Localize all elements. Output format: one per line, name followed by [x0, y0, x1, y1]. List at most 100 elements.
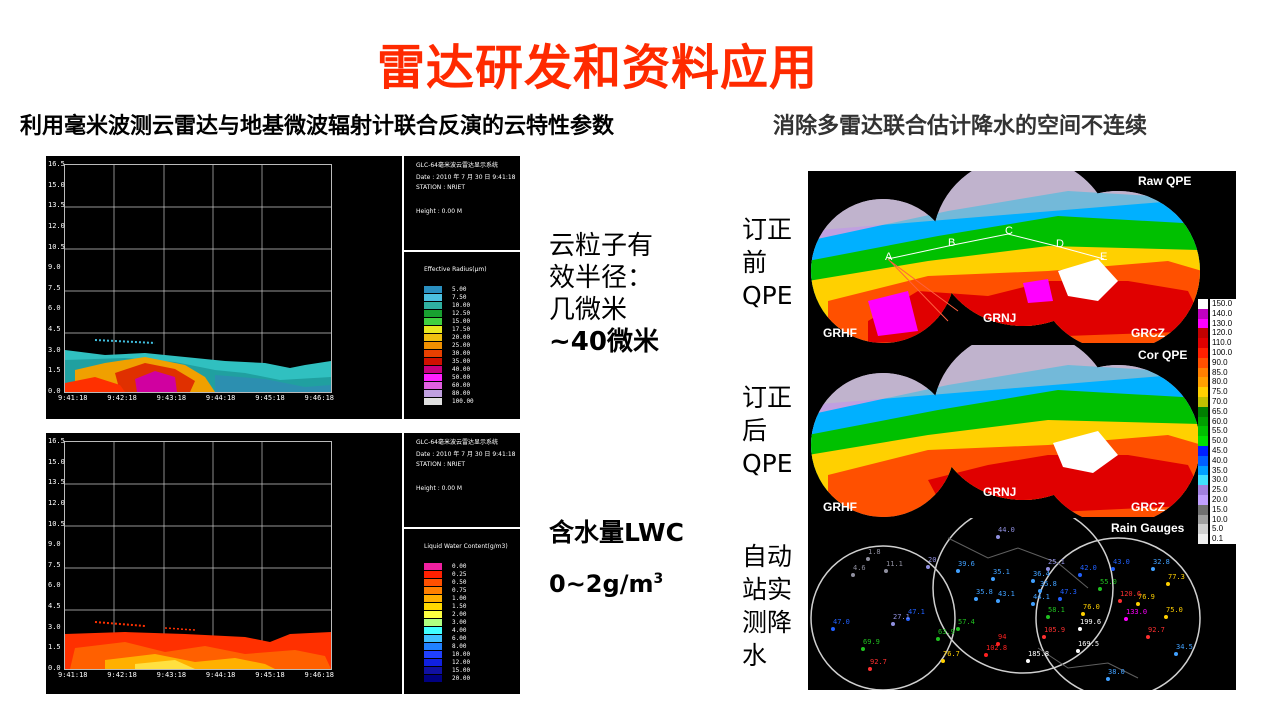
legend-title: Effective Radius(μm): [424, 266, 487, 273]
gauge-value: 42.0: [1080, 564, 1097, 572]
gauge-dot: [868, 667, 872, 671]
gauge-dot: [936, 637, 940, 641]
legend-swatch: [424, 627, 442, 634]
radar-info-panel: GLC-64毫米波云雷达显示系统 Date : 2010 年 7 月 30 日 …: [402, 156, 522, 419]
scale-value: 20.0: [1210, 495, 1236, 505]
legend-value: 30.00: [452, 350, 471, 357]
gauge-value: 38.0: [1108, 668, 1125, 676]
y-tick-label: 13.5: [48, 201, 65, 210]
gauge-dot: [884, 569, 888, 573]
label-line: 自动: [742, 542, 793, 571]
gauge-value: 44.0: [998, 526, 1015, 534]
lwc-range-value: 0~2g/m: [549, 570, 654, 598]
y-tick-label: 9.0: [48, 540, 61, 549]
gauge-dot: [1174, 652, 1178, 656]
legend-swatch: [424, 563, 442, 570]
radar-site-label: GRHF: [823, 500, 857, 514]
legend-swatch: [424, 318, 442, 325]
gauge-dot: [851, 573, 855, 577]
scale-value: 70.0: [1210, 397, 1236, 407]
legend-swatch: [424, 398, 442, 405]
legend-swatch: [424, 603, 442, 610]
gauge-dot: [1151, 567, 1155, 571]
scale-swatch: [1198, 308, 1208, 319]
scale-value: 85.0: [1210, 367, 1236, 378]
gauge-dot: [996, 642, 1000, 646]
legend-value: 2.00: [452, 611, 467, 618]
x-tick-label: 9:45:18: [255, 671, 285, 679]
gauge-dot: [1031, 602, 1035, 606]
scale-value: 100.0: [1210, 348, 1236, 358]
scale-swatch: [1198, 397, 1208, 407]
legend-swatch: [424, 366, 442, 373]
gauge-dot: [1038, 589, 1042, 593]
label-line: 订正: [742, 215, 793, 244]
rain-gauge-label: 自动 站实 测降 水: [742, 540, 802, 672]
legend-value: 12.50: [452, 310, 471, 317]
legend-value: 15.00: [452, 667, 471, 674]
gauge-dot: [1031, 579, 1035, 583]
gauge-value: 199.6: [1080, 618, 1102, 626]
gauge-dot: [956, 569, 960, 573]
lwc-label: 含水量LWC: [549, 518, 684, 547]
x-tick-label: 9:44:18: [205, 671, 236, 679]
gauge-value: 76.9: [1138, 593, 1155, 601]
scale-value: 130.0: [1210, 318, 1236, 329]
legend-value: 40.00: [452, 366, 471, 373]
system-name: GLC-64毫米波云雷达显示系统: [416, 439, 498, 446]
gauge-dot: [1166, 582, 1170, 586]
x-tick-label: 9:43:18: [156, 394, 187, 402]
scale-swatch: [1198, 367, 1208, 378]
scale-swatch: [1198, 455, 1208, 466]
legend-swatch: [424, 619, 442, 626]
gauge-value: 25.1: [1048, 558, 1065, 566]
scale-swatch: [1198, 357, 1208, 368]
desc-line: 云粒子有: [549, 231, 654, 261]
y-tick-label: 0.0: [48, 387, 61, 395]
legend-swatch: [424, 294, 442, 301]
y-tick-label: 13.5: [48, 478, 65, 487]
legend-value: 60.00: [452, 382, 471, 389]
legend-value: 100.00: [452, 398, 474, 405]
scale-value: 50.0: [1210, 436, 1236, 446]
info-header: GLC-64毫米波云雷达显示系统 Date : 2010 年 7 月 30 日 …: [404, 433, 522, 529]
gauge-value: 185.8: [1028, 650, 1050, 658]
legend-value: 0.75: [452, 587, 467, 594]
legend-value: 1.00: [452, 595, 467, 602]
gauge-dot: [1058, 597, 1062, 601]
gauge-dot: [996, 599, 1000, 603]
gauge-value: 35.8: [1040, 580, 1057, 588]
y-tick-label: 4.5: [48, 602, 61, 611]
before-correction-label: 订正 前 QPE: [742, 213, 802, 312]
profile-point: B: [948, 237, 955, 249]
gauge-value: 32.8: [1153, 558, 1170, 566]
gauge-value: 169.5: [1078, 640, 1100, 648]
legend-value: 7.50: [452, 294, 467, 301]
gauge-value: 27.1: [893, 613, 910, 621]
legend-value: 3.00: [452, 619, 467, 626]
gauge-value: 76.0: [1083, 603, 1100, 611]
legend-value: 10.00: [452, 302, 471, 309]
profile-point: A: [885, 251, 893, 263]
gauge-dot: [1164, 615, 1168, 619]
gauge-dot: [1124, 617, 1128, 621]
y-tick-label: 16.5: [48, 437, 65, 445]
y-tick-label: 3.0: [48, 345, 61, 354]
height-label: Height : 0.00 M: [416, 208, 463, 215]
x-tick-label: 9:46:18: [304, 671, 335, 679]
scale-swatch: [1198, 446, 1208, 456]
radar-display-liquid-water: 16.5 15.0 13.5 12.0 10.5 9.0 7.5 6.0 4.5 3.0 1.5 0.…: [46, 433, 522, 696]
x-tick-label: 9:42:18: [107, 671, 137, 679]
y-tick-label: 9.0: [48, 263, 61, 272]
gauge-value: 58.1: [1048, 606, 1065, 614]
legend-value: 15.00: [452, 318, 471, 325]
station-label: STATION : NRIET: [416, 184, 466, 191]
scale-value: 110.0: [1210, 338, 1236, 348]
scale-swatch: [1198, 387, 1208, 397]
y-tick-label: 15.0: [48, 457, 65, 466]
legend-swatch: [424, 358, 442, 365]
y-tick-label: 10.5: [48, 242, 65, 251]
gauge-value: 1.8: [868, 548, 881, 556]
gauge-value: 34.5: [1176, 643, 1193, 651]
gauge-dot: [1098, 587, 1102, 591]
